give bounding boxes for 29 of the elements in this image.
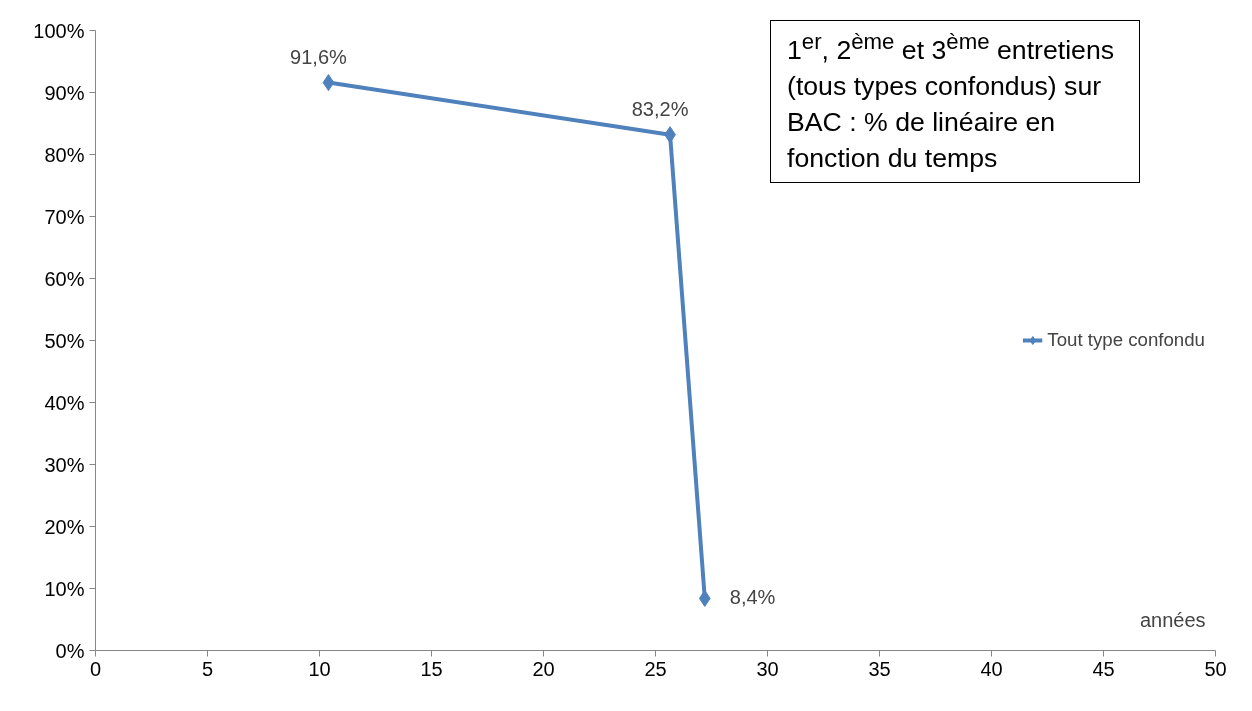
x-tick-label: 25 [644,657,667,680]
y-tick-label: 30% [44,453,85,476]
x-tick-label: 5 [201,657,214,680]
y-tick-label: 40% [44,391,85,414]
y-tick-label: 90% [44,81,85,104]
legend-label: Tout type confondu [1047,329,1205,351]
x-tick-label: 10 [308,657,331,680]
y-tick-label: 10% [44,577,85,600]
point [322,74,335,92]
y-tick-label: 60% [44,267,85,290]
x-tick-label: 40 [980,657,1003,680]
y-tick-label: 100% [33,19,85,42]
x-tick-label: 45 [1092,657,1115,680]
y-tick-label: 20% [44,515,85,538]
data-label: 83,2% [631,97,689,120]
y-tick-label: 50% [44,329,85,352]
x-tick-label: 50 [1204,657,1227,680]
x-tick-label: 35 [868,657,891,680]
x-tick-label: 0 [89,657,102,680]
data-label: 91,6% [290,45,348,68]
y-tick-label: 0% [55,639,85,662]
x-axis-title: années [1139,608,1206,631]
y-tick-label: 70% [44,205,85,228]
x-tick-label: 20 [532,657,555,680]
x-tick-label: 15 [420,657,443,680]
x-tick-label: 30 [756,657,779,680]
chart-title: 1$^{er}$, 2$^{ème}$ et 3$^{ème}$ entretiens (tous types confondus) sur BAC : % de linéaire en fonction du temps [787,29,1115,173]
y-tick-label: 80% [44,143,85,166]
data-label: 8,4% [729,586,776,609]
